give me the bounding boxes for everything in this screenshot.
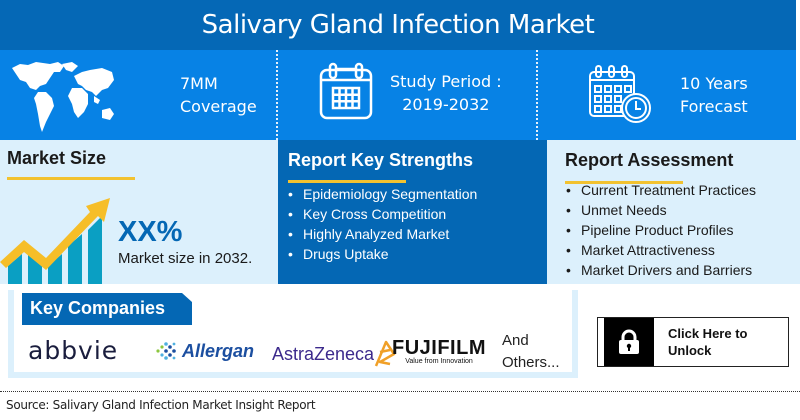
others-line1: And [502,332,529,349]
stat-coverage: 7MM Coverage [0,50,276,140]
lock-icon-box [604,318,654,366]
unlock-label-line1: Click Here to [668,326,748,341]
market-size-caption: Market size in 2032. [118,250,253,267]
key-companies-panel: Key Companies abbvie Allergan AstraZenec… [8,290,578,378]
footer-divider [0,391,800,392]
stat-coverage-value: 7MM [180,74,218,93]
report-assessment-list: Current Treatment Practices Unmet Needs … [562,180,756,280]
stats-bar: 7MM Coverage [0,50,796,140]
source-citation: Source: Salivary Gland Infection Market … [6,398,316,412]
astrazeneca-logo: AstraZeneca [272,340,396,368]
list-item: Unmet Needs [562,200,756,220]
key-strengths-panel: Report Key Strengths Epidemiology Segmen… [278,140,544,284]
stat-forecast: 10 Years Forecast [536,50,796,140]
growth-chart-icon [0,188,112,289]
allergan-wordmark: Allergan [182,340,255,361]
lock-icon [619,329,639,354]
list-item: Market Attractiveness [562,240,756,260]
fujifilm-wordmark: FUJIFILM [392,337,486,359]
stat-coverage-label: Coverage [180,97,257,116]
astrazeneca-wordmark: AstraZeneca [272,343,375,364]
stat-coverage-text: 7MM Coverage [180,72,257,118]
fujifilm-logo: FUJIFILM Value from Innovation [392,338,486,365]
market-size-panel: Market Size XX% Market size in 2032. [0,140,278,284]
key-strengths-list: Epidemiology Segmentation Key Cross Comp… [284,184,477,264]
list-item: Market Drivers and Barriers [562,260,756,280]
unlock-label-line2: Unlock [668,343,712,358]
stat-study-period: Study Period : 2019-2032 [276,50,536,140]
report-assessment-panel: Report Assessment Current Treatment Prac… [544,140,800,284]
allergan-dots-icon [156,342,176,360]
key-companies-title: Key Companies [22,293,192,325]
allergan-logo: Allergan [154,340,254,362]
abbvie-logo: abbvie [28,336,119,365]
list-item: Pipeline Product Profiles [562,220,756,240]
title-underline [7,177,135,180]
list-item: Drugs Uptake [284,244,477,264]
stat-study-period-value: 2019-2032 [402,95,490,114]
list-item: Key Cross Competition [284,204,477,224]
market-size-value: XX% [118,216,183,248]
list-item: Epidemiology Segmentation [284,184,477,204]
report-assessment-title: Report Assessment [565,150,734,170]
calendar-icon [318,60,374,127]
stat-study-period-text: Study Period : 2019-2032 [390,70,502,116]
world-map-icon [6,56,116,145]
fujifilm-tagline: Value from Innovation [405,358,473,365]
key-strengths-title: Report Key Strengths [288,150,474,170]
stat-forecast-text: 10 Years Forecast [680,72,748,118]
list-item: Current Treatment Practices [562,180,756,200]
astrazeneca-symbol-icon [374,340,396,367]
stat-forecast-value: 10 Years [680,74,748,93]
list-item: Highly Analyzed Market [284,224,477,244]
and-others-text: And Others... [502,330,560,374]
page-title: Salivary Gland Infection Market [201,10,595,40]
calendar-clock-icon [588,64,654,131]
others-line2: Others... [502,354,560,371]
title-underline [288,180,406,183]
market-size-title: Market Size [7,148,107,168]
stat-study-period-label: Study Period : [390,72,502,91]
page-title-banner: Salivary Gland Infection Market [0,0,796,50]
unlock-label: Click Here to Unlock [654,318,747,366]
click-to-unlock-button[interactable]: Click Here to Unlock [597,317,789,367]
stat-forecast-label: Forecast [680,97,748,116]
